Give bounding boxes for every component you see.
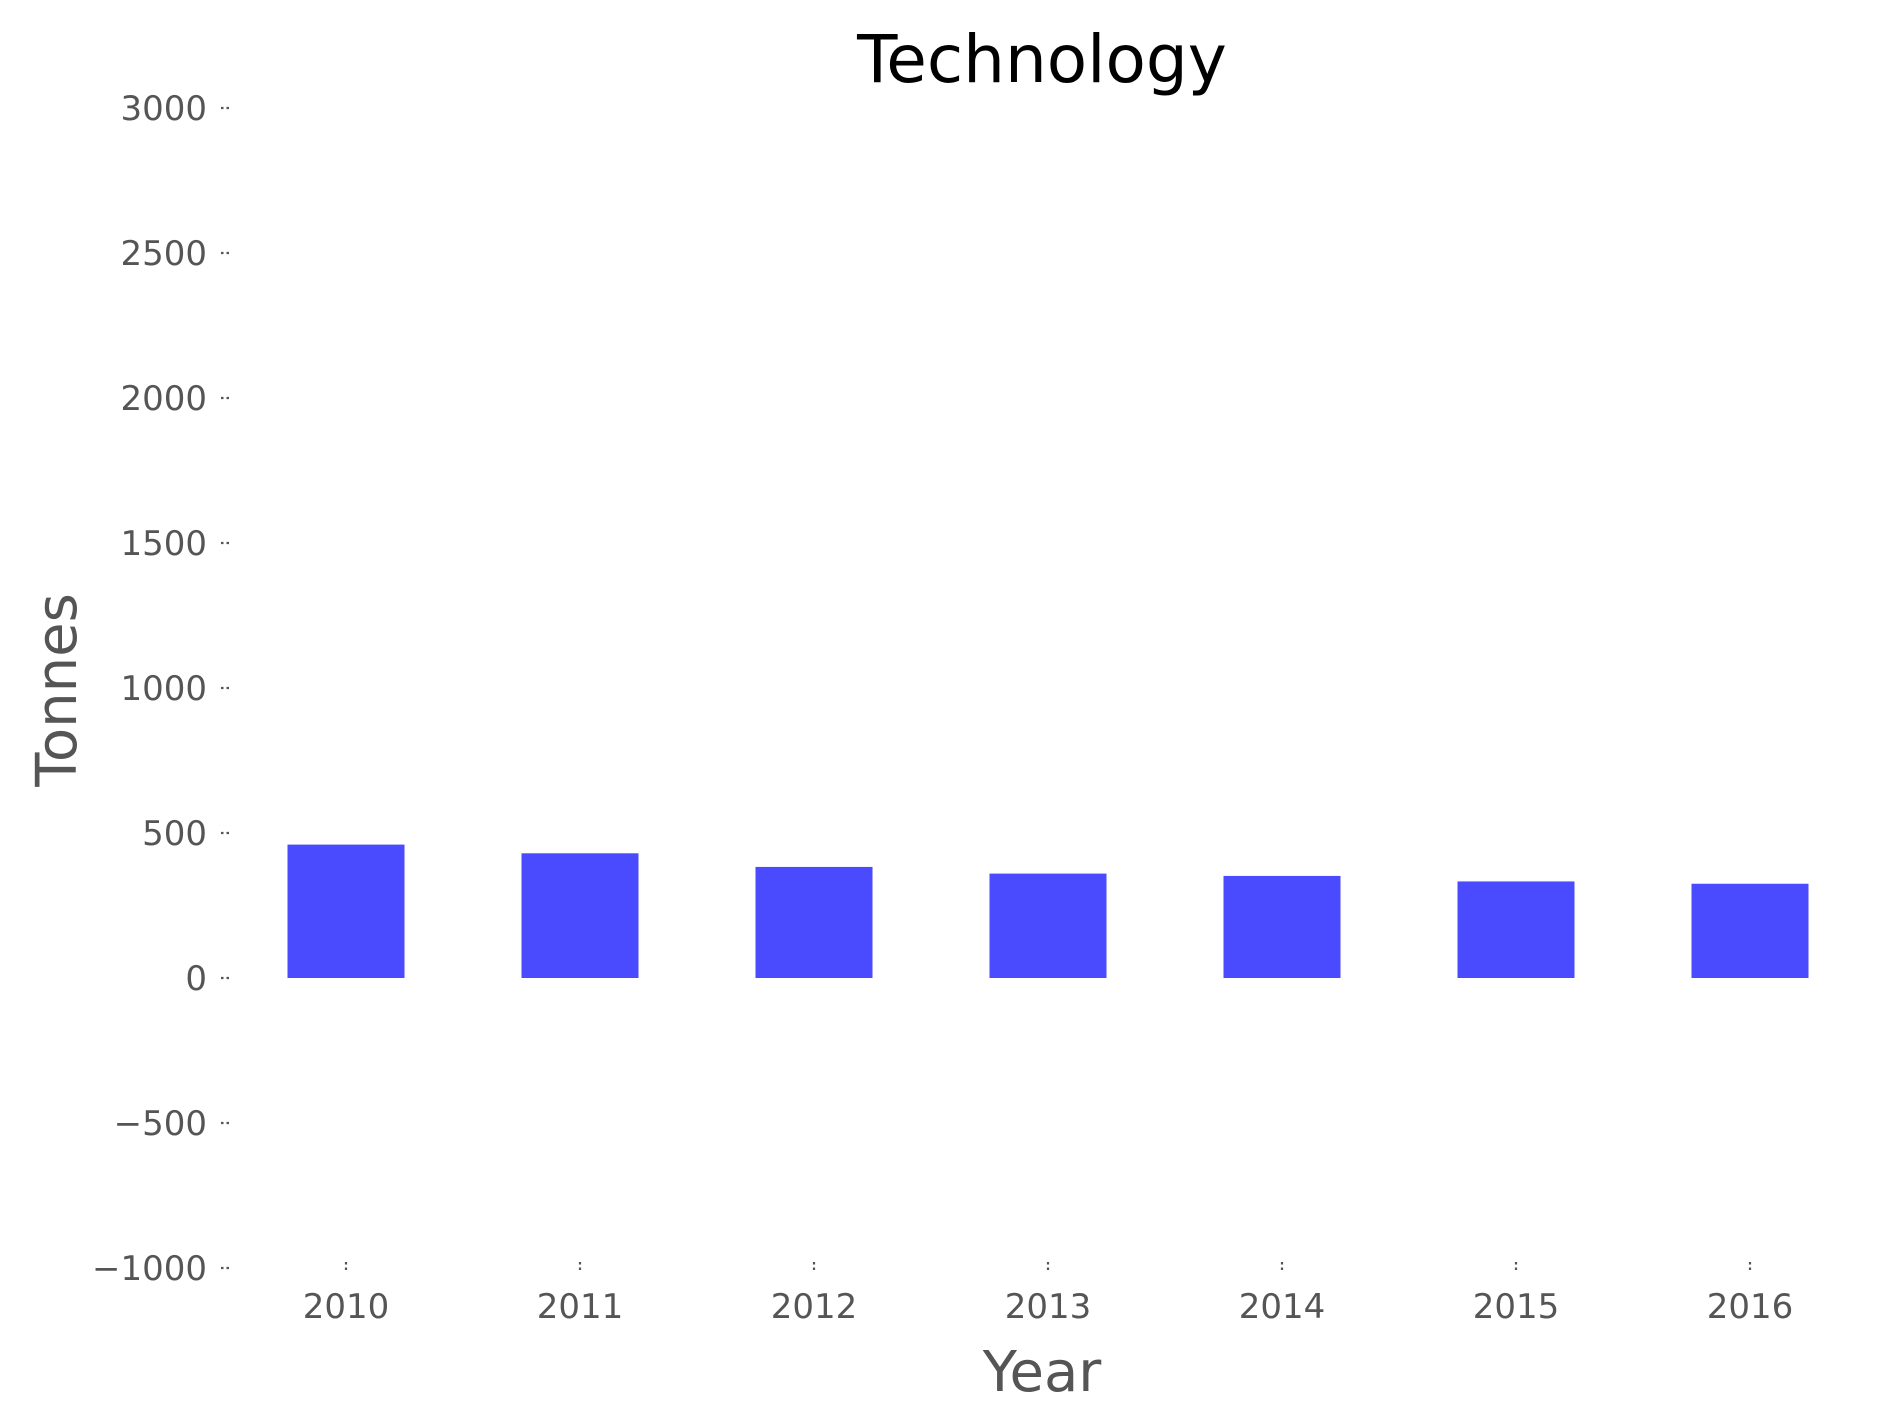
bar-series (287, 844, 1809, 978)
bar (989, 873, 1107, 978)
y-tick-label: −1000 (92, 1249, 207, 1289)
y-tick-label: 3000 (120, 89, 207, 129)
x-axis: 2010 2011 2012 2013 2014 2015 2016 (303, 1262, 1794, 1327)
y-tick-label: 500 (142, 814, 207, 854)
bar (755, 866, 873, 978)
x-tick-label: 2015 (1473, 1287, 1560, 1327)
y-tick-label: 2000 (120, 379, 207, 419)
y-tick-label: 0 (185, 959, 207, 999)
x-axis-label: Year (982, 1340, 1103, 1405)
bar (521, 853, 639, 978)
y-tick-label: −500 (114, 1104, 207, 1144)
x-tick-label: 2014 (1239, 1287, 1326, 1327)
y-tick-label: 1000 (120, 669, 207, 709)
bar (287, 844, 405, 978)
y-axis-label: Tonnes (25, 593, 90, 788)
x-tick-label: 2016 (1707, 1287, 1794, 1327)
y-tick-label: 1500 (120, 524, 207, 564)
x-tick-label: 2011 (537, 1287, 624, 1327)
x-tick-label: 2010 (303, 1287, 390, 1327)
bar (1223, 875, 1341, 978)
x-tick-label: 2013 (1005, 1287, 1092, 1327)
x-tick-label: 2012 (771, 1287, 858, 1327)
y-axis: −1000 −500 0 500 1000 1500 2000 2500 3000 (92, 89, 231, 1289)
chart-title: Technology (856, 21, 1227, 98)
bar (1457, 881, 1575, 978)
bar (1691, 883, 1809, 978)
y-tick-label: 2500 (120, 234, 207, 274)
